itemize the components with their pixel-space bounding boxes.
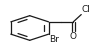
Text: Cl: Cl [82,5,90,14]
Text: O: O [70,32,77,41]
Text: Br: Br [50,35,59,44]
